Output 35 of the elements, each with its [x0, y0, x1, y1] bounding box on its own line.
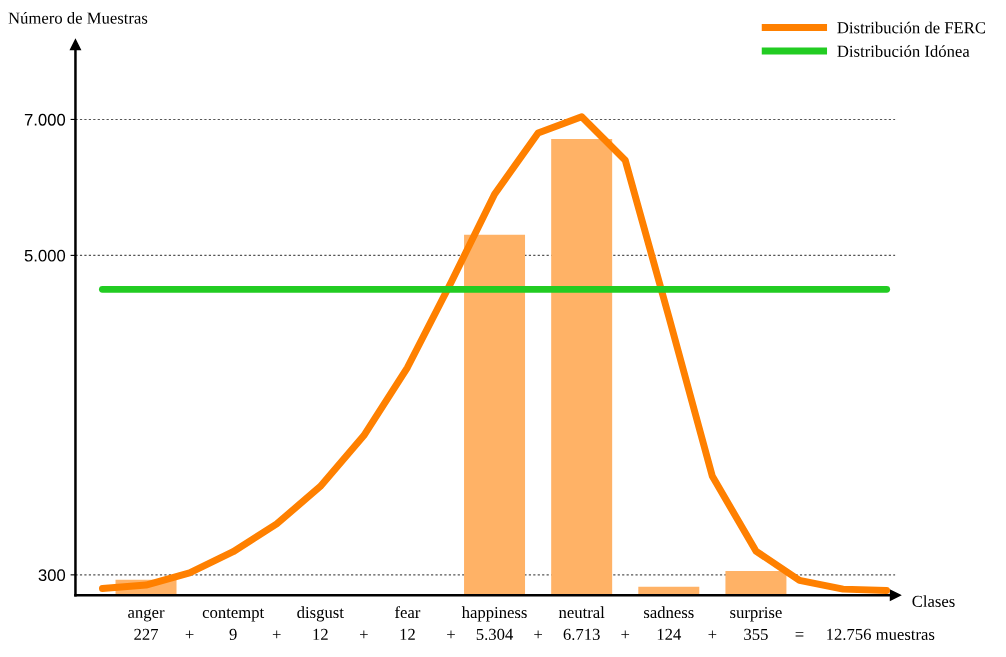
x-tick-label: happiness [461, 606, 527, 622]
x-axis-title: Clases [912, 595, 955, 607]
text: + [185, 630, 194, 639]
text: 12.756 muestras [827, 628, 935, 641]
data-label: 6.713 [563, 628, 600, 641]
text: + [359, 630, 368, 639]
text: + [447, 630, 455, 639]
data-label: 355 [744, 628, 768, 641]
data-label: 9 [229, 628, 237, 641]
y-tick-label: 5.000 [24, 249, 66, 262]
x-tick-label: neutral [558, 606, 605, 619]
x-tick-label: fear [394, 606, 421, 619]
bar [725, 571, 787, 596]
bar [551, 138, 613, 596]
text: + [621, 630, 630, 639]
y-tick-label: 7.000 [24, 113, 66, 126]
y-tick-label: 300 [38, 569, 66, 582]
legend-label: Distribución Idónea [837, 45, 970, 57]
data-label: 12 [400, 628, 415, 640]
text: + [272, 630, 281, 639]
x-tick-label: contempt [202, 608, 265, 622]
x-tick-label: anger [128, 609, 165, 622]
data-label: 5.304 [476, 628, 514, 641]
x-tick-label: sadness [644, 606, 694, 619]
text: + [708, 630, 717, 639]
x-tick-label: surprise [730, 606, 782, 622]
y-axis-title: Número de Muestras [8, 11, 148, 24]
data-label: 124 [657, 628, 682, 640]
legend-label: Distribución de FERC [837, 21, 986, 34]
text: = [795, 632, 804, 637]
data-label: 227 [134, 628, 159, 640]
x-tick-label: disgust [297, 606, 344, 622]
data-label: 12 [313, 628, 328, 640]
bar [464, 234, 526, 596]
text: + [534, 630, 542, 639]
